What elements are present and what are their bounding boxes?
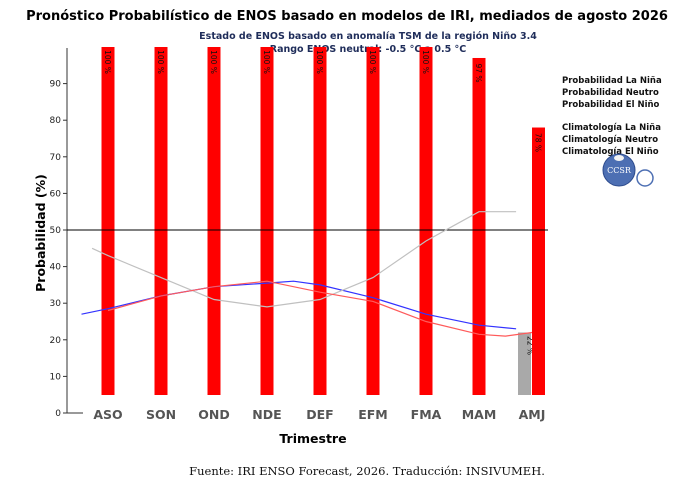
logo-circle — [602, 153, 636, 187]
y-tick-label: 10 — [50, 372, 62, 382]
x-tick-label-def: DEF — [306, 407, 333, 422]
bar-label-el-nino-def: 100 % — [315, 50, 324, 74]
legend-clim-el-nino: Climatología El Niño — [562, 147, 659, 157]
bar-el-nino-fma — [419, 47, 433, 395]
bar-label-el-nino-efm: 100 % — [368, 50, 377, 74]
y-tick-label: 90 — [50, 80, 62, 90]
bar-label-el-nino-mam: 97 % — [474, 63, 483, 82]
x-tick-label-ond: OND — [198, 407, 229, 422]
x-tick-label-aso: ASO — [93, 407, 122, 422]
y-tick-label: 30 — [50, 299, 62, 309]
bar-label-neutro-amj: 22 % — [526, 336, 535, 355]
chart-title: Pronóstico Probabilístico de ENOS basado… — [26, 9, 668, 24]
logo-crest — [614, 155, 624, 161]
logo-text: CCSR — [607, 166, 632, 175]
bar-el-nino-aso — [101, 47, 115, 395]
y-tick-label: 20 — [50, 336, 62, 346]
y-tick-label: 50 — [50, 226, 62, 236]
chart-subtitle-1: Estado de ENOS basado en anomalía TSM de… — [199, 31, 537, 42]
logo-badge — [636, 169, 654, 187]
bar-label-el-nino-aso: 100 % — [103, 50, 112, 74]
bar-el-nino-ond — [207, 47, 221, 395]
bar-label-el-nino-amj: 78 % — [534, 133, 543, 152]
climatology-line-el-nino — [107, 280, 533, 337]
bar-el-nino-son — [154, 47, 168, 395]
legend-clim-la-nina: Climatología La Niña — [562, 123, 661, 133]
bar-el-nino-nde — [260, 47, 274, 395]
plot-area: 0 10 20 30 40 50 60 70 80 90 100 % ASO 100 % SON 100 %… — [50, 47, 548, 422]
x-tick-label-fma: FMA — [411, 407, 442, 422]
bar-label-el-nino-ond: 100 % — [209, 50, 218, 74]
bar-neutro-amj — [518, 332, 531, 395]
legend: Probabilidad La Niña Probabilidad Neutro… — [562, 76, 662, 157]
y-tick-label: 40 — [50, 263, 62, 273]
source-note: Fuente: IRI ENSO Forecast, 2026. Traducc… — [189, 464, 545, 478]
y-tick-label: 70 — [50, 153, 62, 163]
x-tick-label-mam: MAM — [462, 407, 497, 422]
bar-el-nino-mam — [472, 57, 486, 395]
y-tick-label: 60 — [50, 189, 62, 199]
legend-prob-la-nina: Probabilidad La Niña — [562, 76, 662, 86]
legend-clim-neutro: Climatología Neutro — [562, 135, 658, 145]
x-tick-label-efm: EFM — [358, 407, 388, 422]
x-tick-label-son: SON — [146, 407, 176, 422]
y-axis-label: Probabilidad (%) — [33, 174, 48, 292]
x-tick-label-nde: NDE — [252, 407, 281, 422]
bar-el-nino-def — [313, 47, 327, 395]
y-tick-label: 80 — [50, 116, 62, 126]
x-tick-label-amj: AMJ — [519, 407, 546, 422]
legend-prob-el-nino: Probabilidad El Niño — [562, 100, 660, 110]
bar-el-nino-amj — [532, 127, 545, 396]
legend-prob-neutro: Probabilidad Neutro — [562, 88, 659, 98]
bar-label-el-nino-nde: 100 % — [262, 50, 271, 74]
ccsr-logo: CCSR — [602, 153, 654, 187]
bar-label-el-nino-fma: 100 % — [421, 50, 430, 74]
bar-label-el-nino-son: 100 % — [156, 50, 165, 74]
bar-el-nino-efm — [366, 47, 380, 395]
x-axis-label: Trimestre — [279, 431, 346, 446]
y-tick-label: 0 — [55, 409, 61, 419]
climatology-line-neutro — [91, 211, 517, 308]
